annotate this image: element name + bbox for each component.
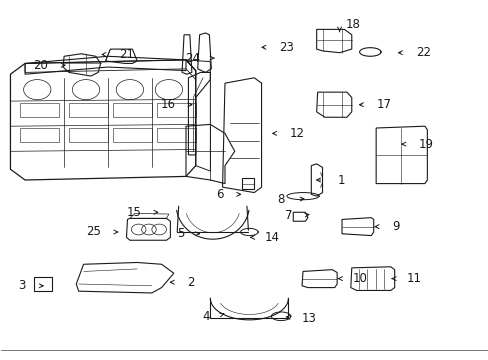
Text: 3: 3	[18, 279, 25, 292]
Bar	[157, 128, 195, 142]
Text: 21: 21	[119, 48, 133, 61]
Text: 9: 9	[391, 220, 398, 233]
Bar	[113, 103, 152, 117]
Text: 19: 19	[418, 138, 433, 150]
Bar	[20, 128, 59, 142]
Text: 1: 1	[337, 174, 345, 186]
Bar	[20, 103, 59, 117]
Text: 5: 5	[176, 227, 183, 240]
Text: 25: 25	[86, 225, 101, 238]
Text: 12: 12	[289, 127, 304, 140]
Text: 7: 7	[284, 210, 292, 222]
Bar	[113, 128, 152, 142]
Text: 15: 15	[126, 206, 141, 219]
Text: 11: 11	[406, 272, 421, 285]
Text: 23: 23	[279, 41, 294, 54]
Bar	[69, 103, 108, 117]
Text: 16: 16	[160, 98, 175, 111]
Text: 6: 6	[216, 188, 224, 201]
Text: 10: 10	[352, 272, 367, 285]
Text: 20: 20	[33, 59, 47, 72]
Text: 17: 17	[376, 98, 391, 111]
Text: 8: 8	[277, 193, 285, 206]
Bar	[69, 128, 108, 142]
Text: 24: 24	[184, 51, 199, 64]
Text: 4: 4	[202, 310, 209, 323]
Text: 22: 22	[415, 46, 430, 59]
Bar	[157, 103, 195, 117]
Text: 2: 2	[186, 276, 194, 289]
Text: 13: 13	[301, 311, 316, 325]
Text: 14: 14	[264, 231, 280, 244]
Text: 18: 18	[345, 18, 360, 31]
Bar	[34, 277, 52, 291]
Bar	[242, 178, 254, 189]
